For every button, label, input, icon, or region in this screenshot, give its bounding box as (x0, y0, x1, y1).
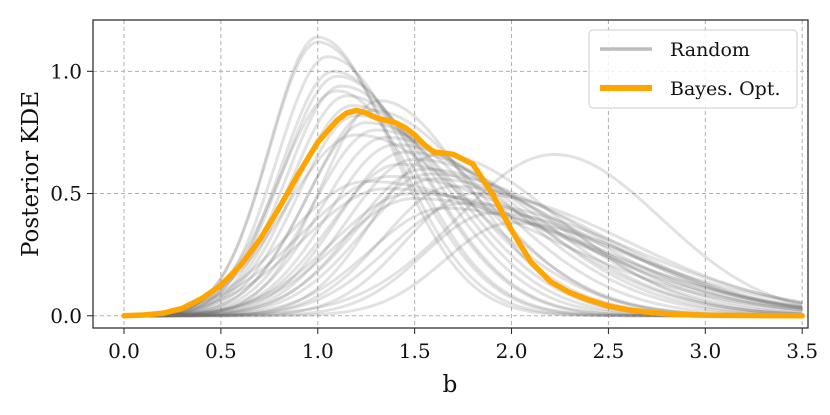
random-series-group (124, 35, 803, 318)
legend-label-bayes-opt: Bayes. Opt. (670, 78, 781, 100)
y-tick-label: 0.0 (50, 304, 82, 328)
random-series-line-16 (124, 167, 803, 318)
random-series-line-19 (124, 192, 803, 318)
random-series-line-12 (124, 135, 803, 318)
random-series-line-21 (124, 187, 803, 318)
bayes-opt-line (121, 107, 805, 319)
random-series-line-30 (124, 201, 803, 318)
random-series-line-22 (124, 196, 803, 318)
y-tick-label: 1.0 (50, 59, 82, 83)
random-series-line-24 (124, 211, 803, 318)
random-series-line-11 (124, 128, 803, 318)
random-series-line-35 (124, 174, 803, 318)
x-tick-label: 2.5 (593, 339, 625, 363)
random-series-line-15 (124, 157, 803, 318)
y-axis-label: Posterior KDE (18, 91, 44, 257)
plot-area-frame (92, 19, 809, 329)
random-series-line-14 (124, 150, 803, 318)
axis-ticks: 0.0 0.5 1.0 1.5 2.0 2.5 3.0 3.5 0.0 0.5 1.0 (50, 59, 818, 363)
random-series-line-36 (124, 152, 803, 318)
random-series-line-33 (124, 192, 803, 318)
random-series-line-28 (124, 162, 803, 318)
random-series-line-23 (124, 206, 803, 318)
random-series-line-29 (124, 172, 803, 318)
legend: Random Bayes. Opt. (588, 29, 798, 109)
random-series-line-25 (124, 221, 803, 318)
random-series-line-18 (124, 184, 803, 318)
x-tick-label: 2.0 (496, 339, 528, 363)
random-series-line-17 (124, 177, 803, 318)
x-tick-label: 3.0 (689, 339, 721, 363)
y-tick-label: 0.5 (50, 182, 82, 206)
x-axis-label: b (443, 372, 458, 398)
x-tick-label: 0.5 (205, 339, 237, 363)
x-tick-label: 0.0 (108, 339, 140, 363)
x-tick-label: 1.5 (399, 339, 431, 363)
x-tick-label: 1.0 (302, 339, 334, 363)
random-series-line-13 (124, 143, 803, 318)
x-tick-label: 3.5 (786, 339, 818, 363)
legend-label-random: Random (670, 39, 750, 61)
bayes-opt-series-group (121, 107, 805, 319)
random-series-line-20 (124, 179, 803, 318)
